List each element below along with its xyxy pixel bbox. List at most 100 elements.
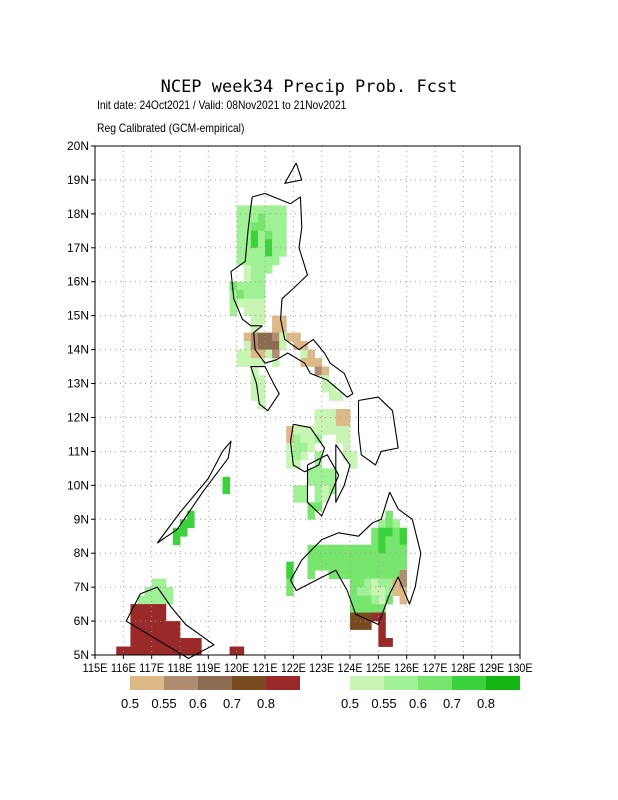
prob-cell	[307, 544, 315, 554]
prob-cell	[286, 425, 294, 435]
prob-cell	[300, 493, 308, 503]
prob-cell	[335, 425, 344, 435]
prob-cell	[321, 425, 330, 435]
prob-cell	[257, 290, 266, 300]
prob-cell	[243, 349, 252, 359]
prob-cell	[371, 578, 379, 588]
prob-cell	[364, 553, 372, 563]
legend-swatch	[350, 676, 384, 690]
prob-cell	[236, 646, 245, 656]
legend-swatch	[486, 676, 520, 690]
prob-cell	[385, 638, 393, 647]
prob-cell	[250, 349, 259, 359]
legend-swatch	[164, 676, 198, 690]
prob-cell	[257, 273, 266, 283]
prob-cell	[342, 451, 351, 461]
prob-cell	[378, 519, 386, 529]
prob-cell	[342, 417, 351, 427]
prob-cell	[158, 621, 167, 630]
prob-cell	[165, 638, 174, 647]
prob-cell	[137, 646, 145, 656]
prob-cell	[378, 527, 386, 537]
prob-cell	[272, 341, 280, 350]
prob-cell	[265, 213, 273, 223]
prob-cell	[257, 298, 266, 308]
prob-cell	[250, 205, 259, 215]
prob-cell	[257, 281, 266, 291]
prob-cell	[399, 536, 408, 546]
prob-cell	[378, 638, 386, 647]
prob-cell	[378, 553, 386, 563]
prob-cell	[172, 536, 181, 546]
prob-cell	[335, 408, 344, 418]
prob-cell	[165, 621, 174, 630]
lat-tick-label: 16N	[67, 275, 89, 289]
prob-cell	[342, 553, 351, 563]
prob-cell	[250, 392, 259, 401]
lon-tick-label: 126E	[394, 661, 419, 675]
prob-cell	[321, 366, 330, 376]
prob-cell	[357, 578, 365, 588]
prob-cell	[378, 587, 386, 597]
prob-cell	[243, 341, 252, 350]
prob-cell	[265, 264, 273, 274]
prob-cell	[236, 239, 245, 249]
lat-tick-label: 14N	[67, 343, 89, 357]
wet-probability-legend: 0.5 0.55 0.6 0.7 0.8	[341, 676, 520, 711]
coastline-segment	[357, 396, 399, 466]
prob-cell	[257, 358, 266, 367]
prob-cell	[335, 434, 344, 444]
prob-cell	[165, 595, 174, 605]
prob-cell	[399, 553, 408, 563]
prob-cell	[364, 544, 372, 554]
prob-cell	[385, 553, 393, 563]
prob-cell	[243, 239, 252, 249]
prob-cell	[243, 205, 252, 215]
prob-cell	[321, 476, 330, 486]
prob-cell	[286, 451, 294, 461]
prob-cell	[307, 425, 315, 435]
prob-cell	[257, 375, 266, 384]
coastline-segment	[250, 366, 280, 412]
prob-cell	[194, 638, 202, 647]
prob-cell	[350, 459, 358, 469]
prob-cell	[364, 595, 372, 605]
prob-cell	[307, 476, 315, 486]
prob-cell	[335, 570, 344, 580]
prob-cell	[328, 417, 337, 427]
prob-cell	[279, 222, 287, 232]
prob-cell	[279, 341, 287, 350]
prob-cell	[385, 536, 393, 546]
prob-cell	[130, 604, 138, 613]
prob-cell	[350, 587, 358, 597]
prob-cell	[307, 510, 315, 520]
prob-cell	[385, 595, 393, 605]
prob-cell	[257, 205, 266, 215]
prob-cell	[357, 621, 365, 630]
prob-cell	[342, 408, 351, 418]
prob-cell	[172, 638, 181, 647]
lat-tick-label: 20N	[67, 139, 89, 153]
prob-cell	[180, 638, 188, 647]
prob-cell	[272, 222, 280, 232]
prob-cell	[328, 476, 337, 486]
prob-cell	[364, 570, 372, 580]
prob-cell	[385, 519, 393, 529]
prob-cell	[151, 646, 160, 656]
prob-cell	[307, 442, 315, 452]
prob-cell	[342, 570, 351, 580]
prob-cell	[342, 425, 351, 435]
prob-cell	[272, 315, 280, 325]
prob-cell	[307, 349, 315, 359]
calibration-line: Reg Calibrated (GCM-empirical)	[97, 121, 245, 135]
prob-cell	[151, 612, 160, 622]
prob-cell	[229, 298, 238, 308]
legend-label: 0.6	[189, 696, 207, 711]
legend-swatch	[266, 676, 300, 690]
prob-cell	[293, 442, 301, 452]
prob-cell	[293, 485, 301, 495]
prob-cell	[187, 638, 195, 647]
map-title: NCEP week34 Precip Prob. Fcst	[160, 77, 458, 97]
prob-cell	[243, 273, 252, 283]
prob-cell	[243, 332, 252, 342]
